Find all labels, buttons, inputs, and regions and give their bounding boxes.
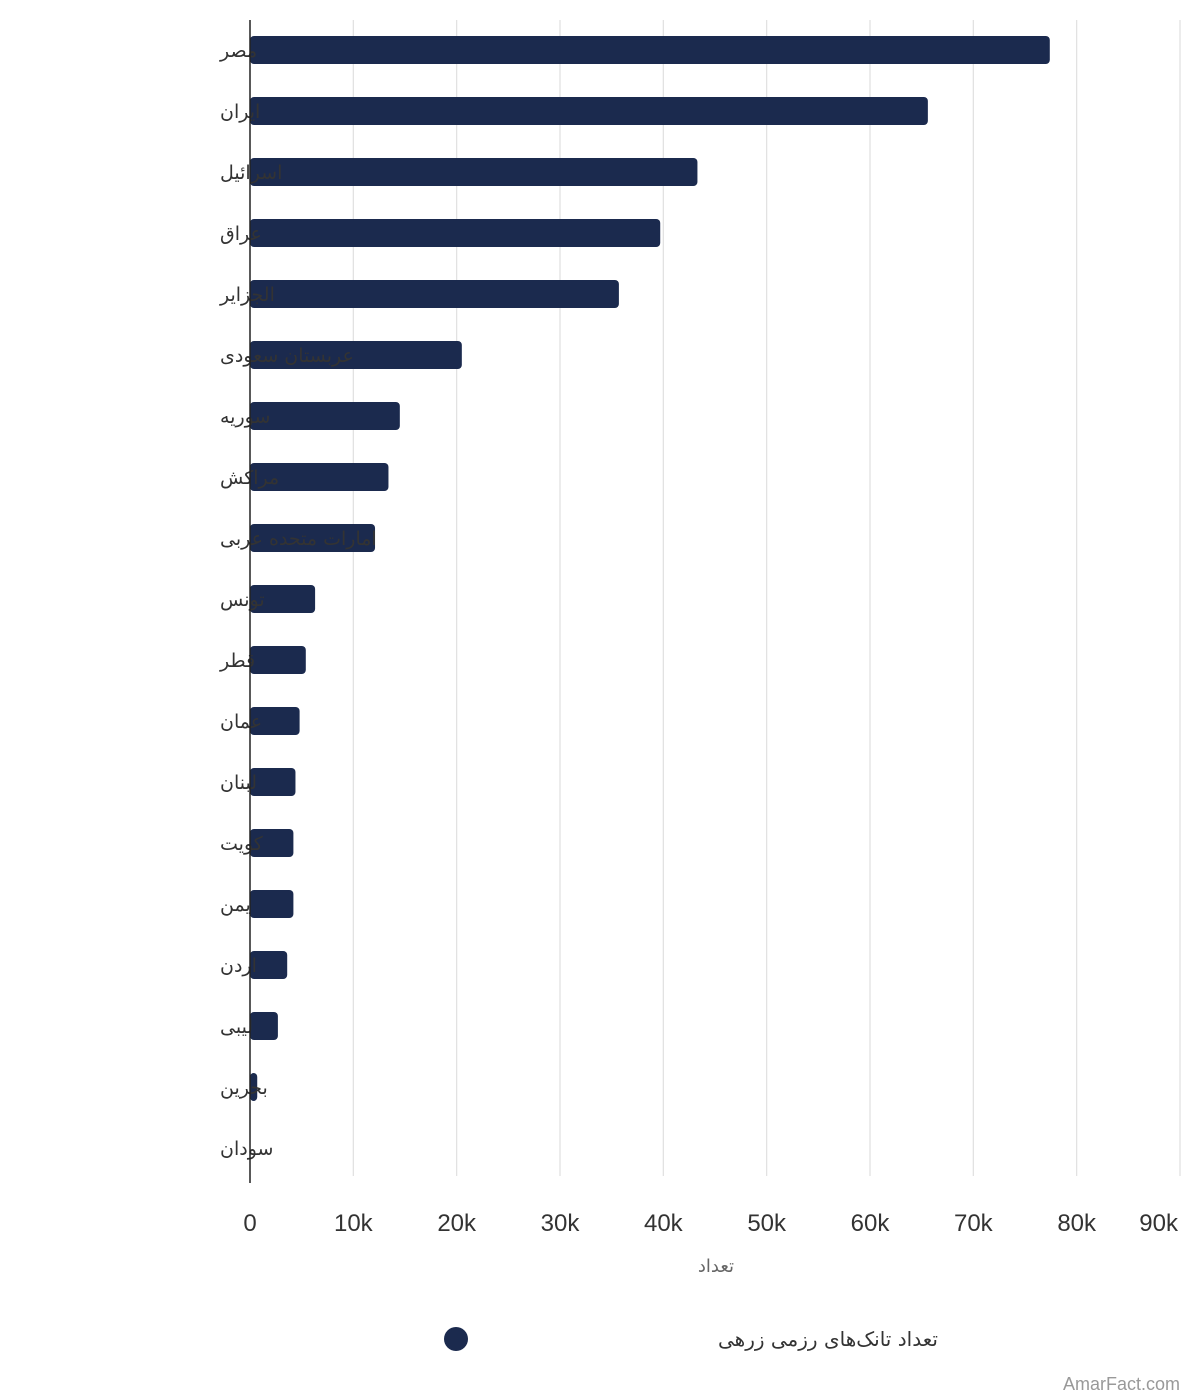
bar[interactable] (250, 158, 698, 186)
bar[interactable] (250, 219, 661, 247)
category-label: اسرائیل (220, 162, 282, 184)
category-label: عربستان سعودی (220, 345, 354, 367)
bar[interactable] (250, 707, 300, 735)
bar[interactable] (250, 951, 288, 979)
bar[interactable] (250, 524, 376, 552)
bar[interactable] (250, 890, 294, 918)
legend-swatch (444, 1327, 468, 1351)
category-label: امارات متحده عربی (220, 528, 377, 550)
x-tick-label: 10k (334, 1210, 374, 1237)
bar[interactable] (250, 280, 619, 308)
x-tick-label: 60k (851, 1210, 891, 1237)
category-label: تونس (220, 589, 265, 611)
category-label: عراق (220, 223, 262, 245)
category-label: عمان (220, 711, 262, 733)
bar[interactable] (250, 402, 400, 430)
bar[interactable] (250, 97, 928, 125)
bar[interactable] (250, 1073, 258, 1101)
category-label: ایران (220, 101, 260, 123)
bar[interactable] (250, 646, 306, 674)
credit-text: AmarFact.com (1063, 1374, 1180, 1394)
category-label: لیبی (220, 1016, 253, 1038)
x-tick-labels: 0 10k 20k 30k 40k 50k 60k 70k 80k 90k (243, 1210, 1179, 1237)
x-tick-label: 90k (1139, 1210, 1179, 1237)
x-tick-label: 30k (541, 1210, 581, 1237)
category-label: الجزایر (219, 284, 275, 306)
bar[interactable] (250, 36, 1050, 64)
x-tick-label: 80k (1057, 1210, 1097, 1237)
category-labels: مصر ایران اسرائیل عراق الجزایر عربستان سعودی س… (219, 40, 377, 1160)
category-label: لبنان (220, 772, 257, 794)
bars (250, 36, 1050, 1101)
x-tick-label: 50k (747, 1210, 787, 1237)
category-label: سودان (220, 1138, 273, 1160)
bar[interactable] (250, 463, 389, 491)
bar[interactable] (250, 341, 462, 369)
x-tick-label: 70k (954, 1210, 994, 1237)
gridlines (352, 20, 1181, 1176)
category-label: قطر (219, 650, 255, 672)
category-label: بحرین (220, 1077, 268, 1099)
legend[interactable]: تعداد تانک‌های رزمی زرهی (444, 1327, 938, 1351)
bar[interactable] (250, 829, 294, 857)
category-label: اردن (220, 955, 257, 977)
category-label: کویت (220, 833, 264, 855)
category-label: یمن (220, 894, 251, 916)
bar[interactable] (250, 768, 296, 796)
x-tick-label: 0 (243, 1210, 256, 1237)
category-label: سوریه (220, 406, 270, 428)
x-tick-label: 20k (437, 1210, 477, 1237)
legend-label: تعداد تانک‌های رزمی زرهی (718, 1327, 938, 1351)
x-axis-title: تعداد (698, 1256, 734, 1277)
x-tick-label: 40k (644, 1210, 684, 1237)
bar[interactable] (250, 1012, 278, 1040)
bar[interactable] (250, 585, 316, 613)
category-label: مصر (219, 40, 257, 62)
